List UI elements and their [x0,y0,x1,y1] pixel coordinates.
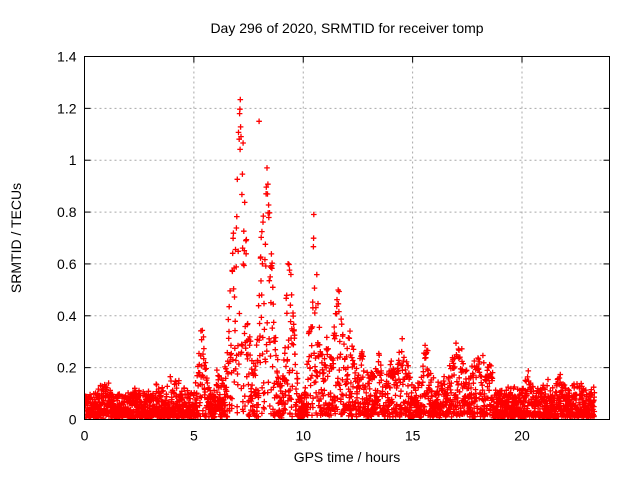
grid-lines [84,56,610,420]
y-axis-label: SRMTID / TECUs [8,183,24,293]
x-tick-labels: 0 5 10 15 20 [81,428,530,444]
axis-ticks [84,56,610,420]
x-axis-label: GPS time / hours [294,449,401,465]
x-tick-label: 5 [190,428,198,444]
y-tick-label: 1.4 [57,49,77,65]
y-tick-label: 0.4 [57,308,77,324]
scatter-points [84,96,598,420]
scatter-series-path [84,96,598,420]
x-tick-label: 20 [514,428,530,444]
y-tick-label: 0.2 [57,360,77,376]
chart-title: Day 296 of 2020, SRMTID for receiver tom… [210,20,483,36]
y-tick-label: 0.6 [57,256,77,272]
y-tick-label: 1 [69,152,77,168]
y-tick-labels: 0 0.2 0.4 0.6 0.8 1 1.2 1.4 [57,49,77,428]
y-tick-label: 0.8 [57,204,77,220]
y-tick-label: 1.2 [57,100,77,116]
x-tick-label: 0 [81,428,89,444]
y-tick-label: 0 [69,412,77,428]
x-tick-label: 15 [405,428,421,444]
x-tick-label: 10 [295,428,311,444]
plot-border [84,56,610,420]
